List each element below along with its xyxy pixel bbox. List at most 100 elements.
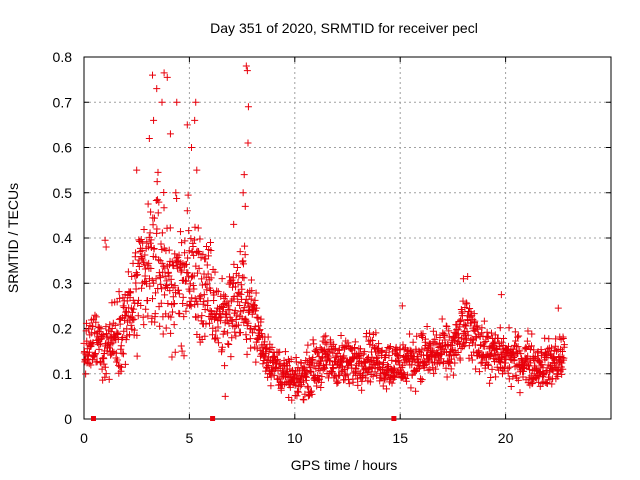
data-point — [501, 352, 509, 360]
data-point — [456, 356, 464, 364]
data-point — [385, 344, 393, 352]
data-point — [395, 358, 403, 366]
data-point — [198, 312, 206, 320]
data-point — [165, 272, 173, 280]
data-point — [256, 326, 264, 334]
data-point — [505, 324, 513, 332]
data-point — [247, 325, 255, 333]
data-point — [168, 353, 176, 361]
data-point — [480, 339, 488, 347]
data-point — [133, 271, 141, 279]
data-point — [115, 315, 123, 323]
data-point — [314, 349, 322, 357]
data-point — [438, 342, 446, 350]
data-point — [162, 324, 170, 332]
data-point — [488, 365, 496, 373]
data-point — [357, 345, 365, 353]
data-point — [183, 121, 191, 129]
data-point — [158, 285, 166, 293]
data-point — [542, 379, 550, 387]
data-point — [307, 367, 315, 375]
data-point — [214, 323, 222, 331]
data-point — [318, 354, 326, 362]
data-point — [241, 242, 249, 250]
data-point — [317, 384, 325, 392]
data-point — [173, 256, 181, 264]
data-point — [242, 331, 250, 339]
data-point — [372, 329, 380, 337]
data-point — [270, 371, 278, 379]
data-point — [398, 302, 406, 310]
data-point — [322, 332, 330, 340]
data-point — [141, 272, 149, 280]
data-point — [235, 272, 243, 280]
data-point — [459, 297, 467, 305]
gap-marker — [210, 416, 216, 421]
data-point — [498, 338, 506, 346]
data-point — [399, 369, 407, 377]
data-point — [551, 342, 559, 350]
data-point — [345, 380, 353, 388]
data-point — [207, 274, 215, 282]
data-point — [134, 259, 142, 267]
data-point — [114, 329, 122, 337]
data-point — [188, 144, 196, 151]
data-point — [181, 249, 189, 257]
data-point — [496, 358, 504, 366]
data-point — [500, 356, 508, 364]
data-point — [332, 344, 340, 352]
data-point — [138, 284, 146, 292]
data-point — [184, 254, 192, 262]
data-point — [365, 358, 373, 366]
data-point — [379, 382, 387, 390]
data-point — [194, 313, 202, 321]
data-point — [175, 290, 183, 298]
data-point — [416, 362, 424, 370]
data-point — [175, 286, 183, 294]
data-point — [313, 382, 321, 390]
data-point — [116, 363, 124, 371]
data-point — [418, 376, 426, 384]
data-point — [198, 275, 206, 283]
data-point — [292, 358, 300, 366]
data-point — [133, 331, 141, 339]
data-point — [202, 320, 210, 328]
data-point — [158, 229, 166, 237]
data-point — [339, 353, 347, 361]
data-point — [321, 364, 329, 372]
data-point — [559, 334, 567, 342]
data-point — [223, 311, 231, 319]
data-point — [300, 396, 308, 404]
data-point — [124, 268, 132, 276]
data-point — [351, 338, 359, 346]
data-point — [559, 365, 567, 373]
data-point — [488, 343, 496, 351]
data-point — [524, 327, 532, 335]
data-point — [235, 321, 243, 329]
data-point — [337, 331, 345, 339]
data-point — [200, 291, 208, 299]
data-point — [108, 324, 116, 332]
data-point — [337, 359, 345, 367]
data-point — [147, 265, 155, 273]
data-point — [558, 370, 566, 378]
data-point — [218, 343, 226, 351]
data-point — [160, 188, 168, 196]
data-point — [130, 326, 138, 334]
data-point — [173, 195, 181, 202]
data-point — [166, 130, 174, 138]
data-point — [363, 369, 371, 377]
data-point — [184, 269, 192, 277]
data-point — [277, 386, 285, 394]
data-point — [133, 166, 141, 174]
data-point — [191, 223, 199, 231]
data-point — [449, 371, 457, 379]
data-point — [521, 345, 529, 353]
data-point — [101, 363, 109, 371]
data-point — [530, 346, 538, 354]
data-point — [523, 337, 531, 345]
data-point — [248, 310, 256, 318]
data-point — [537, 346, 545, 354]
data-point — [390, 365, 398, 373]
y-tick-label: 0.2 — [53, 321, 73, 337]
